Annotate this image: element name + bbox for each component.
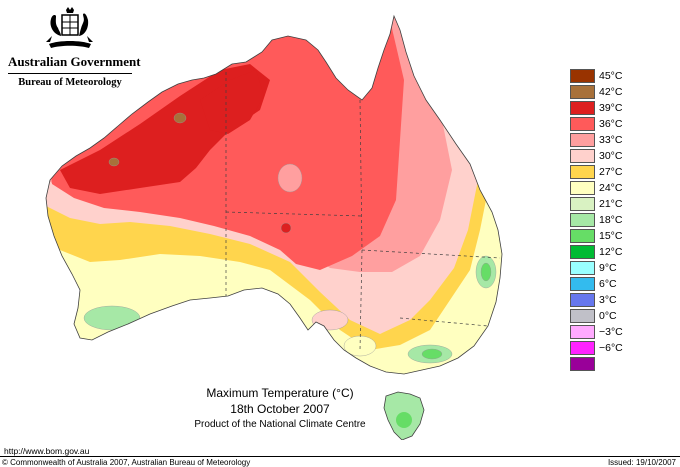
legend-swatch xyxy=(570,85,595,99)
hot-spot-kimberley xyxy=(173,112,187,124)
issued-date: Issued: 19/10/2007 xyxy=(607,458,676,467)
hot-spot-pilbara xyxy=(108,157,120,167)
legend-entry xyxy=(568,356,630,372)
band-39-north xyxy=(200,70,264,134)
legend-swatch xyxy=(570,181,595,195)
legend-label: 39°C xyxy=(599,102,623,114)
temperature-bands xyxy=(46,16,502,374)
legend-swatch xyxy=(570,229,595,243)
legend-swatch xyxy=(570,165,595,179)
hot-spot-south xyxy=(280,222,292,234)
legend-label: 3°C xyxy=(599,294,617,306)
legend-label: 36°C xyxy=(599,118,623,130)
legend-entry: 24°C xyxy=(568,180,630,196)
legend-label: −3°C xyxy=(599,326,623,338)
source-url: http://www.bom.gov.au xyxy=(4,446,90,456)
legend-label: 9°C xyxy=(599,262,617,274)
header-divider xyxy=(8,73,132,74)
cold-spot-alps xyxy=(421,348,443,360)
legend-swatch xyxy=(570,341,595,355)
legend-swatch xyxy=(570,133,595,147)
footer-divider xyxy=(0,456,680,457)
legend-swatch xyxy=(570,101,595,115)
map-title-block: Maximum Temperature (°C) 18th October 20… xyxy=(120,386,440,431)
legend-label: 6°C xyxy=(599,278,617,290)
legend-label: 12°C xyxy=(599,246,623,258)
legend-entry: 45°C xyxy=(568,68,630,84)
legend-entry: 18°C xyxy=(568,212,630,228)
legend-entry: 6°C xyxy=(568,276,630,292)
legend-entry: 27°C xyxy=(568,164,630,180)
legend-swatch xyxy=(570,293,595,307)
bureau-name: Bureau of Meteorology xyxy=(18,77,122,88)
legend-swatch xyxy=(570,69,595,83)
temperature-legend: 45°C 42°C 39°C 36°C 33°C 30°C 27°C 24°C 21°C 18°C… xyxy=(568,68,630,372)
legend-swatch xyxy=(570,277,595,291)
government-name: Australian Government xyxy=(8,54,141,69)
legend-label: 21°C xyxy=(599,198,623,210)
band-36 xyxy=(50,20,404,270)
legend-entry: 15°C xyxy=(568,228,630,244)
map-title: Maximum Temperature (°C) xyxy=(206,386,354,400)
legend-entry: 39°C xyxy=(568,100,630,116)
legend-swatch xyxy=(570,117,595,131)
cold-spot-tablelands xyxy=(480,262,492,282)
legend-label: 24°C xyxy=(599,182,623,194)
tasmania-cool-zone xyxy=(396,412,412,428)
hot-spot-central xyxy=(277,163,303,193)
legend-entry: 9°C xyxy=(568,260,630,276)
map-date: 18th October 2007 xyxy=(230,402,330,416)
legend-entry: 42°C xyxy=(568,84,630,100)
coastline xyxy=(45,14,503,375)
band-30-gulf xyxy=(311,309,349,331)
legend-swatch xyxy=(570,245,595,259)
legend-label: 27°C xyxy=(599,166,623,178)
legend-swatch xyxy=(570,309,595,323)
map-product: Product of the National Climate Centre xyxy=(194,419,366,430)
header: Australian Government Bureau of Meteorol… xyxy=(8,6,141,88)
legend-entry: −6°C xyxy=(568,340,630,356)
legend-label: 15°C xyxy=(599,230,623,242)
legend-label: 18°C xyxy=(599,214,623,226)
legend-swatch xyxy=(570,357,595,371)
legend-swatch xyxy=(570,325,595,339)
legend-entry: 12°C xyxy=(568,244,630,260)
legend-label: 45°C xyxy=(599,70,623,82)
legend-entry: 30°C xyxy=(568,148,630,164)
legend-entry: 3°C xyxy=(568,292,630,308)
legend-label: −6°C xyxy=(599,342,623,354)
legend-label: 0°C xyxy=(599,310,617,322)
legend-entry: 21°C xyxy=(568,196,630,212)
state-borders xyxy=(225,72,501,351)
legend-label: 30°C xyxy=(599,150,623,162)
legend-swatch xyxy=(570,197,595,211)
temperature-map xyxy=(45,14,503,440)
legend-label: 33°C xyxy=(599,134,623,146)
legend-label: 42°C xyxy=(599,86,623,98)
legend-entry: −3°C xyxy=(568,324,630,340)
cool-zone-sw xyxy=(83,305,141,331)
legend-entry: 36°C xyxy=(568,116,630,132)
legend-swatch xyxy=(570,261,595,275)
legend-entry: 0°C xyxy=(568,308,630,324)
coat-of-arms-icon xyxy=(46,7,93,48)
legend-swatch xyxy=(570,149,595,163)
copyright-text: © Commonwealth of Australia 2007, Austra… xyxy=(2,458,251,467)
legend-entry: 33°C xyxy=(568,132,630,148)
legend-swatch xyxy=(570,213,595,227)
